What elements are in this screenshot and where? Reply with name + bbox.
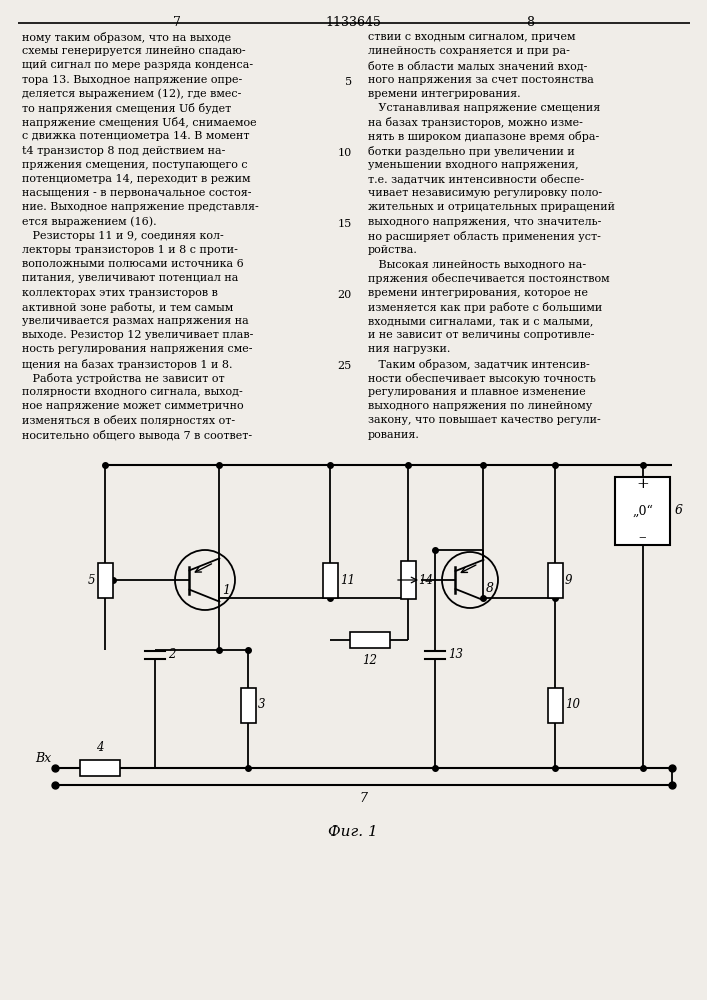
Text: 5: 5: [88, 574, 95, 586]
Text: 1: 1: [223, 584, 230, 597]
Text: 2: 2: [168, 648, 175, 662]
Text: напряжение смещения Uб4, снимаемое: напряжение смещения Uб4, снимаемое: [22, 117, 257, 128]
Text: с движка потенциометра 14. В момент: с движка потенциометра 14. В момент: [22, 131, 250, 141]
Text: пряжения обеспечивается постоянством: пряжения обеспечивается постоянством: [368, 273, 609, 284]
Text: увеличивается размах напряжения на: увеличивается размах напряжения на: [22, 316, 249, 326]
Text: 3: 3: [258, 698, 266, 712]
Text: ное напряжение может симметрично: ное напряжение может симметрично: [22, 401, 244, 411]
Bar: [350, 632, 390, 648]
Text: 8: 8: [486, 582, 493, 595]
Text: –: –: [638, 530, 646, 544]
Text: носительно общего вывода 7 в соответ-: носительно общего вывода 7 в соответ-: [22, 430, 252, 440]
Text: выходного напряжения по линейному: выходного напряжения по линейному: [368, 401, 592, 411]
Text: т.е. задатчик интенсивности обеспе-: т.е. задатчик интенсивности обеспе-: [368, 174, 584, 185]
Text: уменьшении входного напряжения,: уменьшении входного напряжения,: [368, 160, 578, 170]
Text: 10: 10: [338, 148, 352, 158]
Text: насыщения - в первоначальное состоя-: насыщения - в первоначальное состоя-: [22, 188, 252, 198]
Bar: [80, 760, 120, 776]
Text: ности обеспечивает высокую точность: ности обеспечивает высокую точность: [368, 373, 596, 384]
Text: ние. Выходное напряжение представля-: ние. Выходное напряжение представля-: [22, 202, 259, 212]
Text: ния нагрузки.: ния нагрузки.: [368, 344, 450, 354]
Text: закону, что повышает качество регули-: закону, что повышает качество регули-: [368, 415, 601, 425]
Bar: [400, 561, 416, 599]
Text: выходе. Резистор 12 увеличивает плав-: выходе. Резистор 12 увеличивает плав-: [22, 330, 253, 340]
Text: 5: 5: [345, 77, 352, 87]
Text: Фиг. 1: Фиг. 1: [328, 825, 378, 839]
Text: жительных и отрицательных приращений: жительных и отрицательных приращений: [368, 202, 615, 212]
Text: потенциометра 14, переходит в режим: потенциометра 14, переходит в режим: [22, 174, 250, 184]
Text: рования.: рования.: [368, 430, 420, 440]
Text: изменяется как при работе с большими: изменяется как при работе с большими: [368, 302, 602, 313]
Text: тора 13. Выходное напряжение опре-: тора 13. Выходное напряжение опре-: [22, 75, 243, 85]
Text: деляется выражением (12), где вмес-: деляется выражением (12), где вмес-: [22, 89, 241, 99]
Text: „0“: „0“: [632, 504, 653, 518]
Text: Работа устройства не зависит от: Работа устройства не зависит от: [22, 373, 225, 384]
Bar: [615, 477, 670, 545]
Text: лекторы транзисторов 1 и 8 с проти-: лекторы транзисторов 1 и 8 с проти-: [22, 245, 238, 255]
Text: 4: 4: [96, 741, 104, 754]
Text: то напряжения смещения Uб будет: то напряжения смещения Uб будет: [22, 103, 231, 114]
Text: нять в широком диапазоне время обра-: нять в широком диапазоне время обра-: [368, 131, 600, 142]
Text: Устанавливая напряжение смещения: Устанавливая напряжение смещения: [368, 103, 600, 113]
Text: пряжения смещения, поступающего с: пряжения смещения, поступающего с: [22, 160, 247, 170]
Text: входными сигналами, так и с малыми,: входными сигналами, так и с малыми,: [368, 316, 593, 326]
Text: t4 транзистор 8 под действием на-: t4 транзистор 8 под действием на-: [22, 146, 226, 156]
Text: и не зависит от величины сопротивле-: и не зависит от величины сопротивле-: [368, 330, 595, 340]
Text: 10: 10: [565, 698, 580, 712]
Text: активной зоне работы, и тем самым: активной зоне работы, и тем самым: [22, 302, 233, 313]
Text: 11: 11: [340, 574, 355, 586]
Text: ному таким образом, что на выходе: ному таким образом, что на выходе: [22, 32, 231, 43]
Text: ствии с входным сигналом, причем: ствии с входным сигналом, причем: [368, 32, 575, 42]
Text: полярности входного сигнала, выход-: полярности входного сигнала, выход-: [22, 387, 243, 397]
Text: времени интегрирования.: времени интегрирования.: [368, 89, 520, 99]
Bar: [322, 562, 337, 597]
Bar: [240, 688, 255, 722]
Text: ботки раздельно при увеличении и: ботки раздельно при увеличении и: [368, 146, 575, 157]
Text: Резисторы 11 и 9, соединяя кол-: Резисторы 11 и 9, соединяя кол-: [22, 231, 223, 241]
Text: чивает независимую регулировку поло-: чивает независимую регулировку поло-: [368, 188, 602, 198]
Text: ного напряжения за счет постоянства: ного напряжения за счет постоянства: [368, 75, 594, 85]
Text: ность регулирования напряжения сме-: ность регулирования напряжения сме-: [22, 344, 252, 354]
Text: коллекторах этих транзисторов в: коллекторах этих транзисторов в: [22, 288, 218, 298]
Text: выходного напряжения, что значитель-: выходного напряжения, что значитель-: [368, 217, 602, 227]
Text: 7: 7: [173, 16, 181, 29]
Bar: [547, 688, 563, 722]
Text: 15: 15: [338, 219, 352, 229]
Text: ется выражением (16).: ется выражением (16).: [22, 217, 157, 227]
Text: боте в области малых значений вход-: боте в области малых значений вход-: [368, 60, 588, 71]
Text: 8: 8: [526, 16, 534, 29]
Text: ройства.: ройства.: [368, 245, 418, 255]
Text: 1133645: 1133645: [325, 16, 381, 29]
Text: 12: 12: [363, 654, 378, 667]
Text: на базах транзисторов, можно изме-: на базах транзисторов, можно изме-: [368, 117, 583, 128]
Text: времени интегрирования, которое не: времени интегрирования, которое не: [368, 288, 588, 298]
Text: изменяться в обеих полярностях от-: изменяться в обеих полярностях от-: [22, 415, 235, 426]
Bar: [547, 562, 563, 597]
Text: 7: 7: [359, 792, 368, 805]
Text: но расширяет область применения уст-: но расширяет область применения уст-: [368, 231, 601, 242]
Text: 9: 9: [565, 574, 573, 586]
Text: Высокая линейность выходного на-: Высокая линейность выходного на-: [368, 259, 586, 269]
Text: 14: 14: [418, 574, 433, 586]
Text: 20: 20: [338, 290, 352, 300]
Text: +: +: [636, 477, 649, 491]
Text: воположными полюсами источника 6: воположными полюсами источника 6: [22, 259, 244, 269]
Text: Вх: Вх: [35, 752, 51, 764]
Text: регулирования и плавное изменение: регулирования и плавное изменение: [368, 387, 586, 397]
Text: Таким образом, задатчик интенсив-: Таким образом, задатчик интенсив-: [368, 359, 590, 370]
Text: питания, увеличивают потенциал на: питания, увеличивают потенциал на: [22, 273, 238, 283]
Text: 6: 6: [675, 504, 683, 518]
Bar: [98, 562, 112, 597]
Text: схемы генерируется линейно спадаю-: схемы генерируется линейно спадаю-: [22, 46, 245, 56]
Text: линейность сохраняется и при ра-: линейность сохраняется и при ра-: [368, 46, 570, 56]
Text: щения на базах транзисторов 1 и 8.: щения на базах транзисторов 1 и 8.: [22, 359, 233, 370]
Text: 25: 25: [338, 361, 352, 371]
Text: щий сигнал по мере разряда конденса-: щий сигнал по мере разряда конденса-: [22, 60, 253, 70]
Text: 13: 13: [448, 648, 463, 662]
